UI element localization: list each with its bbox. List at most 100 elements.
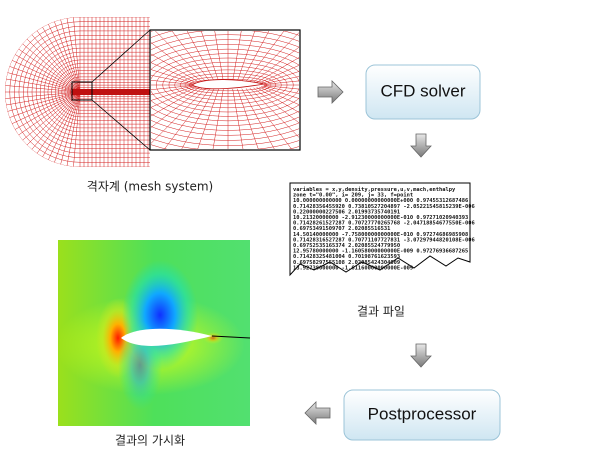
file-line: 12.95780000000 -1.16058000000000E-009 0.… — [293, 249, 468, 255]
mesh-line — [18, 40, 81, 93]
mesh-line — [33, 91, 81, 158]
mesh-line — [5, 84, 81, 93]
mesh-line — [59, 91, 81, 167]
mesh-line — [253, 87, 299, 124]
mesh-line — [72, 17, 81, 93]
mesh-line — [164, 88, 211, 149]
mesh-line — [39, 22, 81, 93]
mesh-line — [65, 17, 81, 93]
zoom-line — [91, 99, 151, 151]
mesh-line — [259, 65, 299, 84]
mesh-line — [52, 91, 81, 167]
mesh-label: 격자계 (mesh system) — [87, 180, 213, 194]
file-line: 10.21320000000 -2.91230000000000E-010 0.… — [293, 215, 468, 221]
arrow-right — [317, 80, 344, 104]
file-line: 0.71428356455920 0.73810527204897 -2.052… — [293, 204, 475, 210]
mesh-line — [18, 91, 81, 144]
mesh-line — [52, 17, 81, 93]
solver-box — [365, 64, 481, 120]
arrow-down — [410, 343, 432, 368]
file-line: zone t="0.00", i= 209, j= 33, f=point — [293, 192, 413, 199]
mesh-line — [241, 88, 275, 149]
mesh-line — [259, 86, 299, 105]
mesh-line — [263, 85, 299, 90]
arrow-down — [410, 133, 432, 158]
mesh-line — [197, 88, 219, 149]
mesh-line — [232, 88, 244, 149]
mesh-line — [262, 76, 299, 85]
mesh-line — [151, 87, 200, 117]
mesh-line — [249, 32, 299, 83]
mesh-line — [7, 57, 81, 93]
mesh-dense — [72, 89, 150, 95]
mesh-line — [45, 19, 81, 93]
mesh-line — [151, 85, 194, 95]
mesh-line — [171, 31, 211, 82]
mesh-left — [5, 17, 150, 167]
mesh-line — [151, 86, 195, 101]
mesh-line — [151, 42, 203, 83]
mesh-line — [65, 91, 81, 167]
result-file: variables = x,y,density,pressure,u,v,mac… — [289, 182, 475, 277]
file-line: 10.000000000000 0.00000000000000E+000 0.… — [293, 198, 468, 204]
mesh-line — [237, 88, 259, 149]
mesh-line — [151, 62, 197, 84]
mesh-line — [5, 91, 81, 107]
arrow-left — [304, 401, 331, 425]
mesh-line — [28, 91, 81, 154]
file-line: 0.69758297555108 2.02085424304009 — [293, 260, 400, 266]
mesh-line — [14, 91, 81, 139]
mesh-line — [245, 88, 292, 149]
mesh-line — [23, 35, 81, 93]
mesh-line — [10, 91, 81, 133]
mesh-line — [5, 91, 81, 120]
mesh-line — [214, 31, 224, 82]
file-line: 13.92738000000 -1.61160000000000E-009 — [293, 265, 413, 271]
file-line: 14.50140000000 -7.75800000000000E-010 0.… — [293, 232, 468, 238]
mesh-line — [241, 31, 270, 82]
mesh-line — [45, 91, 81, 165]
airfoil — [191, 79, 265, 90]
mesh-line — [256, 57, 299, 83]
mesh-line — [154, 31, 207, 83]
mesh-line — [7, 91, 81, 127]
mesh-line — [10, 51, 81, 93]
file-line: 0.71428325481004 0.70198761623593 — [293, 254, 400, 260]
mesh-line — [186, 31, 215, 82]
mesh-line — [151, 87, 203, 128]
mesh-line — [212, 88, 224, 149]
mesh-line — [232, 31, 242, 82]
mesh-line — [245, 31, 285, 82]
mesh-line — [261, 71, 299, 84]
mesh-line — [151, 75, 194, 85]
mesh-line — [181, 88, 215, 149]
file-line: 0.71428316527287 0.70771107727831 -3.072… — [293, 237, 475, 243]
mesh-line — [263, 80, 299, 85]
mesh-line — [151, 53, 200, 83]
visualization — [55, 240, 251, 426]
mesh-line — [59, 17, 81, 93]
solver-label: CFD solver — [380, 81, 465, 100]
zoom-box — [149, 29, 301, 151]
mesh-line — [200, 31, 219, 82]
mesh-line — [151, 86, 197, 108]
mesh-line — [5, 64, 81, 93]
mesh-line — [256, 87, 299, 113]
zoom-marker — [71, 81, 93, 101]
mesh-line — [5, 71, 81, 93]
mesh-line — [261, 86, 299, 99]
mesh-line — [151, 69, 195, 84]
mesh-line — [28, 30, 81, 93]
file-line: 0.71428261527287 0.70727770265768 -2.047… — [293, 221, 475, 227]
result-file-label: 결과 파일 — [357, 305, 405, 319]
mesh-zoom — [151, 31, 299, 149]
file-line: 0.22000000227506 2.01993735740191 — [293, 209, 400, 215]
mesh-line — [253, 46, 299, 83]
visualization-label: 결과의 가시화 — [115, 434, 185, 448]
mesh-line — [5, 91, 81, 113]
mesh-line — [39, 91, 81, 162]
postprocessor-box — [343, 389, 501, 441]
zoom-line — [91, 29, 151, 83]
